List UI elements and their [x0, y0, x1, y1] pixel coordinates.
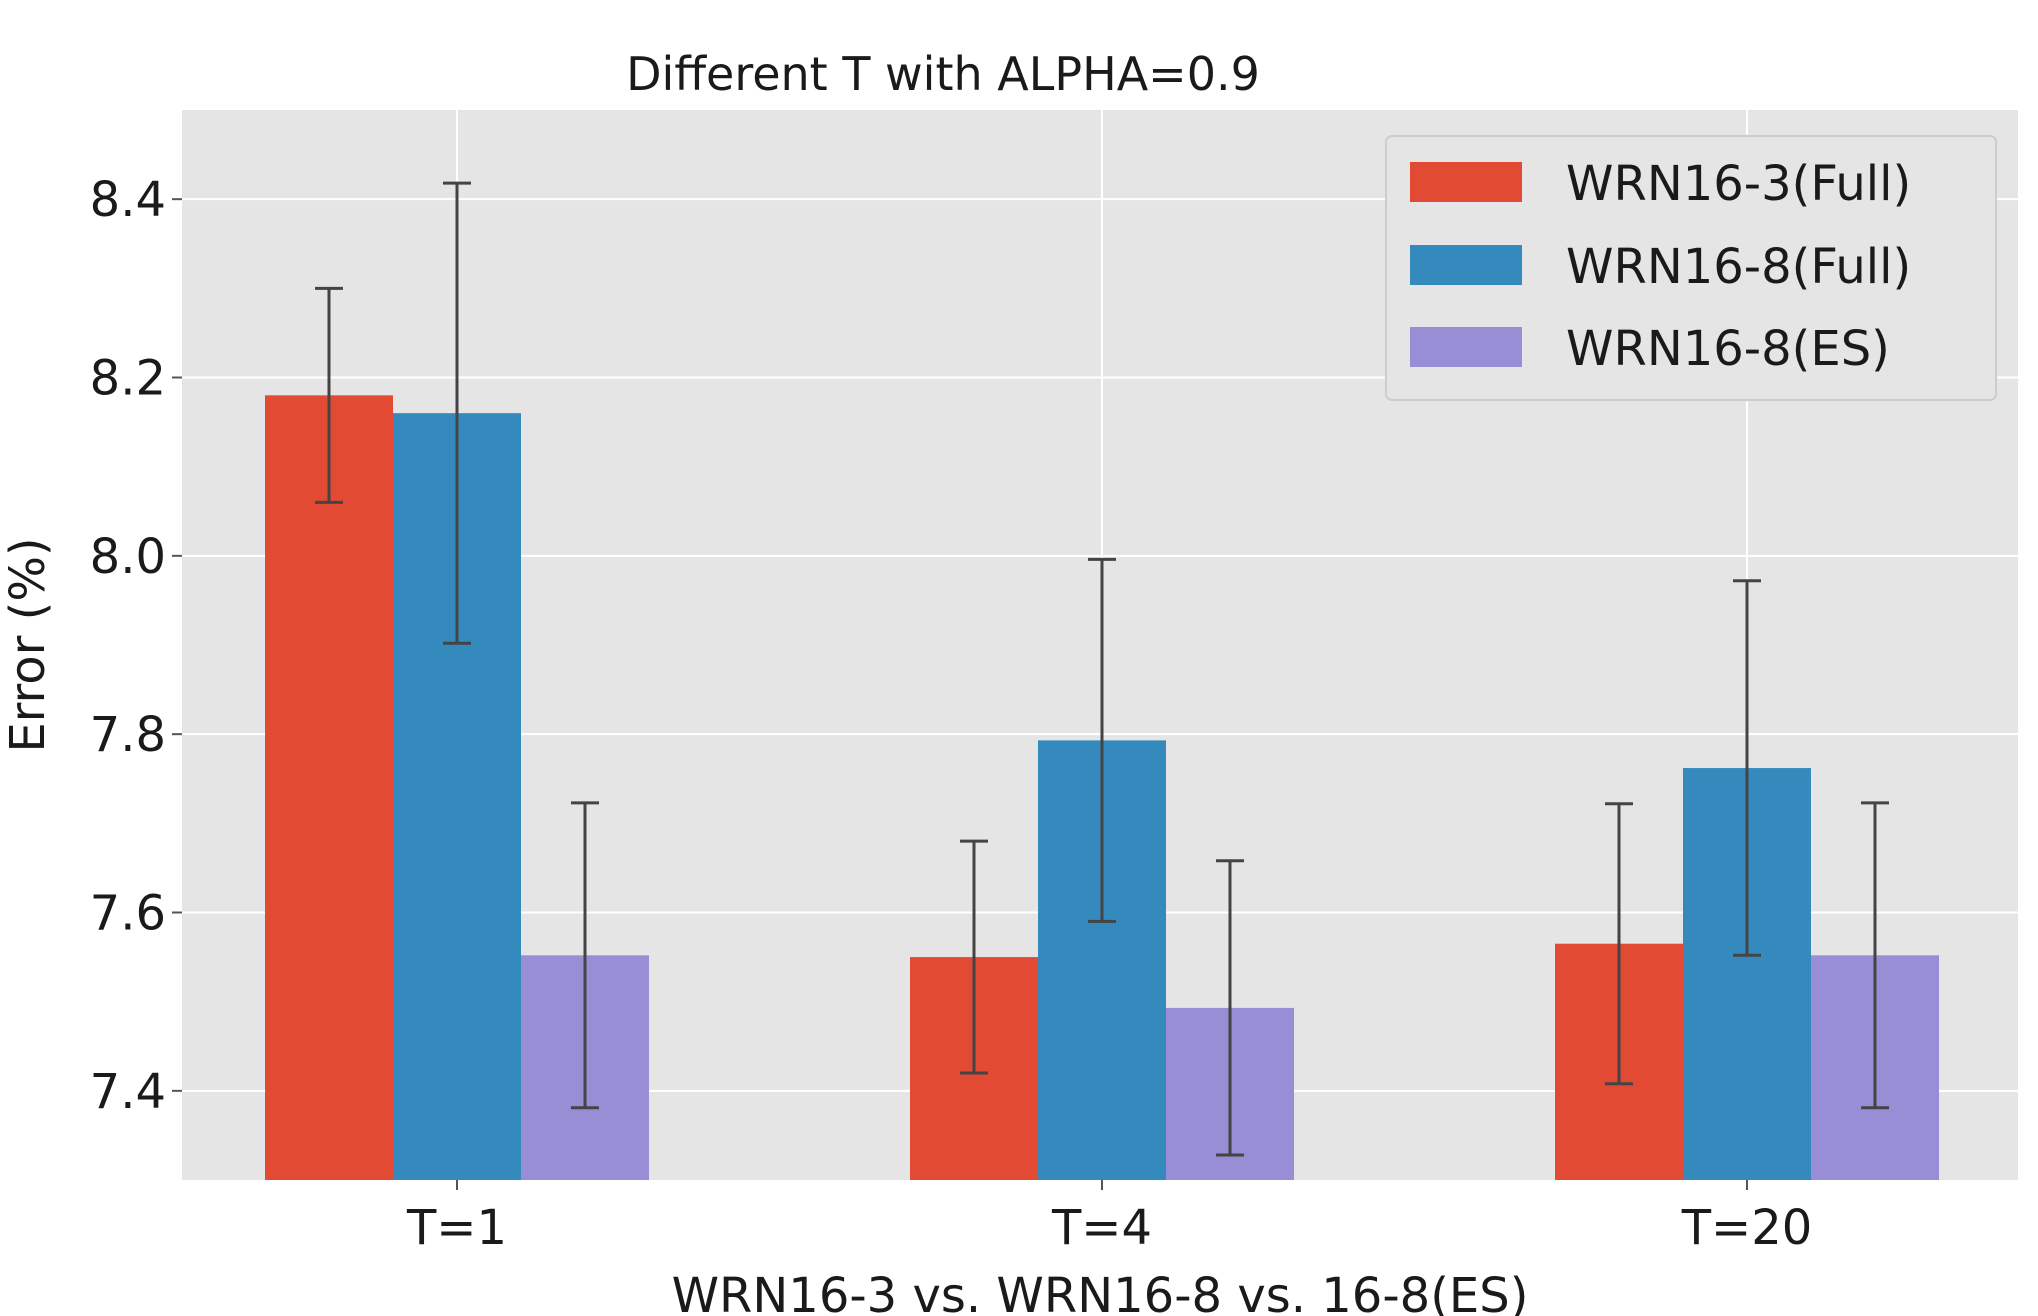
legend-label-wrn16-3-full: WRN16-3(Full)	[1566, 156, 1911, 212]
error-bar-wrn16-3-full-t-1	[315, 286, 343, 504]
error-bar-wrn16-8-full-t-20	[1733, 579, 1761, 957]
x-axis-ticks: T=1 T=4 T=20	[406, 1180, 1812, 1256]
legend-swatch-wrn16-8-es	[1410, 327, 1522, 367]
chart-title: Different T with ALPHA=0.9	[626, 47, 1260, 101]
y-tick-label: 7.4	[90, 1064, 166, 1120]
legend-swatch-wrn16-3-full	[1410, 162, 1522, 202]
error-bars	[315, 181, 1889, 1157]
legend: WRN16-3(Full) WRN16-8(Full) WRN16-8(ES)	[1385, 135, 1997, 401]
y-axis-ticks: 7.4 7.6 7.8 8.0 8.2 8.4	[90, 172, 182, 1120]
x-tick-label: T=20	[1681, 1200, 1813, 1256]
bar-wrn16-3-full-t-1	[265, 395, 393, 1180]
error-bar-wrn16-3-full-t-20	[1605, 802, 1633, 1086]
error-bar-wrn16-8-full-t-1	[443, 181, 471, 645]
y-tick-label: 7.6	[90, 886, 166, 942]
error-bar-wrn16-8-es-t-1	[571, 801, 599, 1110]
x-tick-label: T=4	[1051, 1200, 1152, 1256]
y-tick-label: 8.0	[90, 529, 166, 585]
y-tick-label: 8.4	[90, 172, 166, 228]
x-axis-label: WRN16-3 vs. WRN16-8 vs. 16-8(ES)	[672, 1268, 1529, 1316]
error-bar-wrn16-8-es-t-4	[1216, 859, 1244, 1157]
y-tick-label: 8.2	[90, 351, 166, 407]
error-bar-wrn16-3-full-t-4	[960, 839, 988, 1075]
legend-label-wrn16-8-full: WRN16-8(Full)	[1566, 239, 1911, 295]
legend-frame	[1385, 135, 1997, 401]
legend-swatch-wrn16-8-full	[1410, 245, 1522, 285]
x-tick-label: T=1	[406, 1200, 507, 1256]
y-axis-label: Error (%)	[0, 537, 56, 752]
bars	[265, 395, 1939, 1181]
error-bar-wrn16-8-es-t-20	[1861, 801, 1889, 1110]
error-bar-wrn16-8-full-t-4	[1088, 557, 1116, 923]
legend-label-wrn16-8-es: WRN16-8(ES)	[1566, 321, 1890, 377]
y-tick-label: 7.8	[90, 707, 166, 763]
